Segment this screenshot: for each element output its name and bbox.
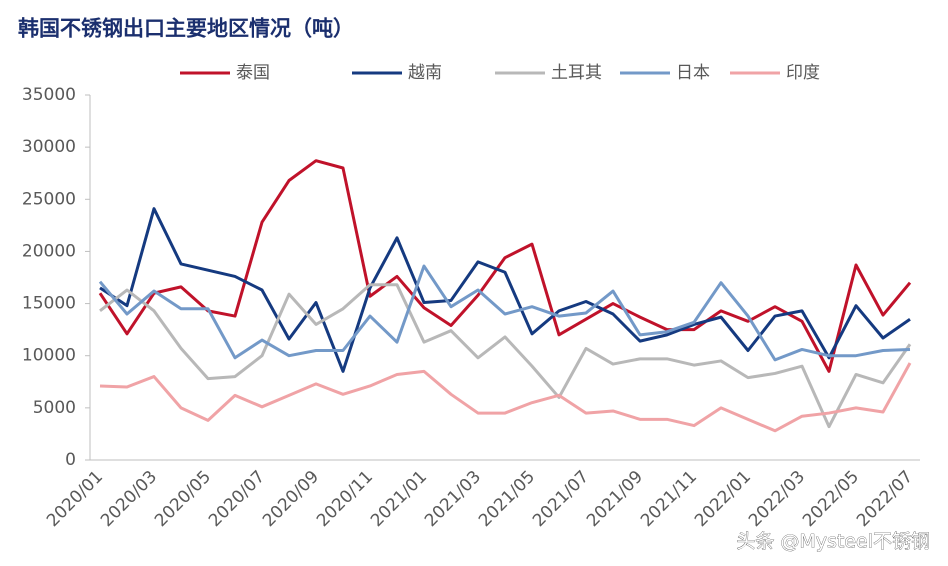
x-tick-label: 2021/09 <box>583 467 647 531</box>
x-tick-label: 2022/01 <box>691 467 755 531</box>
y-tick-label: 10000 <box>22 346 76 366</box>
x-tick-label: 2022/05 <box>799 467 863 531</box>
series-line <box>99 207 911 373</box>
x-tick-label: 2021/05 <box>475 467 539 531</box>
y-tick-label: 30000 <box>22 137 76 157</box>
x-tick-label: 2021/03 <box>421 467 485 531</box>
series-line <box>99 362 912 433</box>
x-tick-label: 2020/01 <box>43 467 107 531</box>
watermark: 头条 @Mysteel不锈钢 <box>736 531 930 553</box>
x-tick-label: 2021/07 <box>529 467 593 531</box>
y-tick-label: 35000 <box>22 85 76 105</box>
y-tick-label: 5000 <box>33 398 76 418</box>
legend-label: 泰国 <box>236 63 270 83</box>
legend-label: 日本 <box>676 63 710 83</box>
y-tick-label: 20000 <box>22 241 76 261</box>
y-tick-label: 25000 <box>22 189 76 209</box>
y-tick-label: 15000 <box>22 294 76 314</box>
x-tick-label: 2020/09 <box>259 467 323 531</box>
y-tick-label: 0 <box>65 450 76 470</box>
x-tick-label: 2020/07 <box>205 467 269 531</box>
series-line <box>98 264 911 362</box>
x-tick-label: 2021/01 <box>367 467 431 531</box>
x-tick-label: 2020/05 <box>151 467 215 531</box>
x-tick-label: 2020/03 <box>97 467 161 531</box>
legend-label: 越南 <box>408 63 442 83</box>
x-tick-label: 2020/11 <box>313 467 377 531</box>
legend-label: 土耳其 <box>551 63 602 83</box>
series-line <box>98 159 912 373</box>
legend-label: 印度 <box>786 63 820 83</box>
chart-title: 韩国不锈钢出口主要地区情况（吨） <box>18 16 354 41</box>
series-line <box>99 283 912 429</box>
x-tick-label: 2022/03 <box>745 467 809 531</box>
x-tick-label: 2022/07 <box>853 467 917 531</box>
x-tick-label: 2021/11 <box>637 467 701 531</box>
